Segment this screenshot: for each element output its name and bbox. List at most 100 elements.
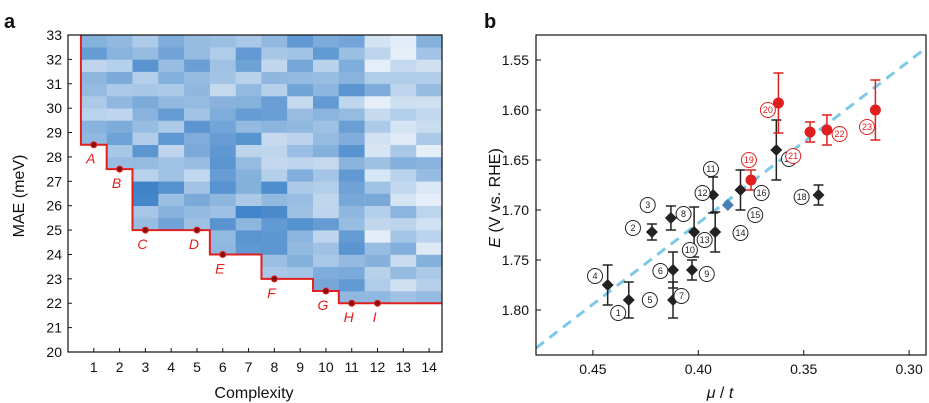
- number-badge-label: 14: [735, 228, 745, 238]
- panel-a-x-label: Complexity: [214, 385, 293, 402]
- heatmap-cell: [364, 205, 391, 219]
- heatmap-cell: [287, 120, 314, 133]
- x-tick-label: 10: [318, 359, 334, 375]
- heatmap-cell: [364, 59, 391, 72]
- heatmap-cell: [416, 47, 443, 60]
- x-tick-label: 13: [396, 359, 412, 375]
- diamond-marker: [734, 184, 747, 196]
- pareto-points: A B C DE F GH I: [85, 141, 382, 325]
- heatmap-cell: [184, 96, 211, 109]
- y-tick-label: 1.70: [502, 202, 529, 218]
- y-tick-label: 32: [46, 51, 62, 67]
- heatmap-cell: [364, 254, 391, 267]
- heatmap-cell: [209, 144, 236, 158]
- y-tick-label: 33: [46, 27, 62, 43]
- number-badge-label: 18: [797, 192, 807, 202]
- heatmap-cell: [364, 108, 391, 121]
- heatmap-cell: [338, 144, 365, 158]
- heatmap-cell: [235, 83, 262, 97]
- heatmap-cell: [158, 108, 185, 121]
- heatmap-cell: [80, 120, 107, 133]
- heatmap-cell: [235, 71, 262, 85]
- heatmap-cell: [184, 205, 211, 219]
- heatmap-cell: [184, 132, 211, 145]
- heatmap-cell: [364, 169, 391, 182]
- heatmap-cell: [338, 120, 365, 133]
- heatmap-cell: [235, 217, 262, 231]
- y-tick-label: 26: [46, 198, 62, 214]
- heatmap-cell: [132, 108, 159, 121]
- heatmap-cell: [209, 96, 236, 109]
- heatmap-cell: [106, 83, 133, 97]
- heatmap-cell: [261, 242, 288, 255]
- number-badge: [610, 305, 627, 321]
- heatmap-cell: [235, 169, 262, 182]
- heatmap-cell: [313, 193, 340, 206]
- x-tick-label: 12: [370, 359, 386, 375]
- heatmap-cell: [287, 230, 314, 243]
- heatmap-cell: [313, 156, 340, 170]
- heatmap-cell: [313, 266, 340, 280]
- panel-a: a 1 2 3 4 5 6 7 8 9 10 11 12 13 142021222324252627282…: [4, 11, 443, 402]
- heatmap-cell: [184, 59, 211, 72]
- heatmap-cell: [390, 205, 417, 219]
- number-badge-label: 13: [700, 235, 710, 245]
- heatmap-cell: [235, 120, 262, 133]
- heatmap-cell: [287, 59, 314, 72]
- heatmap-cell: [209, 230, 236, 243]
- heatmap-cell: [364, 193, 391, 206]
- heatmap-cell: [390, 120, 417, 133]
- heatmap-cell: [313, 242, 340, 255]
- heatmap-cell: [416, 254, 443, 267]
- heatmap-cell: [235, 59, 262, 72]
- pareto-point: [193, 226, 201, 234]
- heatmap-cell: [158, 47, 185, 60]
- heatmap-cell: [313, 144, 340, 158]
- heatmap-cell: [184, 169, 211, 182]
- heatmap-cell: [132, 144, 159, 158]
- heatmap-cell: [261, 230, 288, 243]
- panel-b-label: b: [484, 11, 496, 33]
- y-tick-label: 27: [46, 173, 62, 189]
- heatmap-cell: [106, 71, 133, 85]
- heatmap-cell: [261, 169, 288, 182]
- heatmap-cell: [106, 108, 133, 121]
- pareto-point: [348, 299, 356, 307]
- number-badge: [694, 185, 711, 201]
- heatmap-cell: [80, 83, 107, 97]
- y-tick-label: 21: [46, 320, 62, 336]
- number-badge: [831, 126, 848, 142]
- heatmap-cell: [209, 71, 236, 85]
- heatmap-cell: [106, 96, 133, 109]
- heatmap-cell: [235, 132, 262, 145]
- heatmap-cell: [416, 132, 443, 145]
- heatmap-cell: [106, 144, 133, 158]
- heatmap-cell: [261, 132, 288, 145]
- heatmap-cell: [416, 181, 443, 194]
- heatmap-cell: [261, 205, 288, 219]
- x-tick-label: 0.45: [579, 361, 606, 377]
- number-badge: [732, 225, 749, 241]
- diamond-marker: [667, 264, 680, 276]
- heatmap-cell: [390, 156, 417, 170]
- heatmap-cell: [416, 59, 443, 72]
- heatmap-cell: [184, 47, 211, 60]
- heatmap-cell: [209, 132, 236, 145]
- heatmap-cell: [287, 156, 314, 170]
- heatmap-cell: [184, 217, 211, 231]
- heatmap-cell: [313, 59, 340, 72]
- heatmap-cell: [416, 278, 443, 292]
- heatmap-cell: [158, 156, 185, 170]
- heatmap-cell: [390, 35, 417, 48]
- heatmap-cell: [313, 47, 340, 60]
- circle-marker: [821, 124, 833, 136]
- heatmap-cell: [80, 108, 107, 121]
- y-tick-label: 1.75: [502, 252, 529, 268]
- panel-b-y-label: E (V vs. RHE): [487, 148, 504, 248]
- heatmap-cell: [158, 193, 185, 206]
- heatmap-cell: [158, 205, 185, 219]
- heatmap-cell: [209, 47, 236, 60]
- heatmap-cell: [184, 193, 211, 206]
- heatmap-cell: [235, 193, 262, 206]
